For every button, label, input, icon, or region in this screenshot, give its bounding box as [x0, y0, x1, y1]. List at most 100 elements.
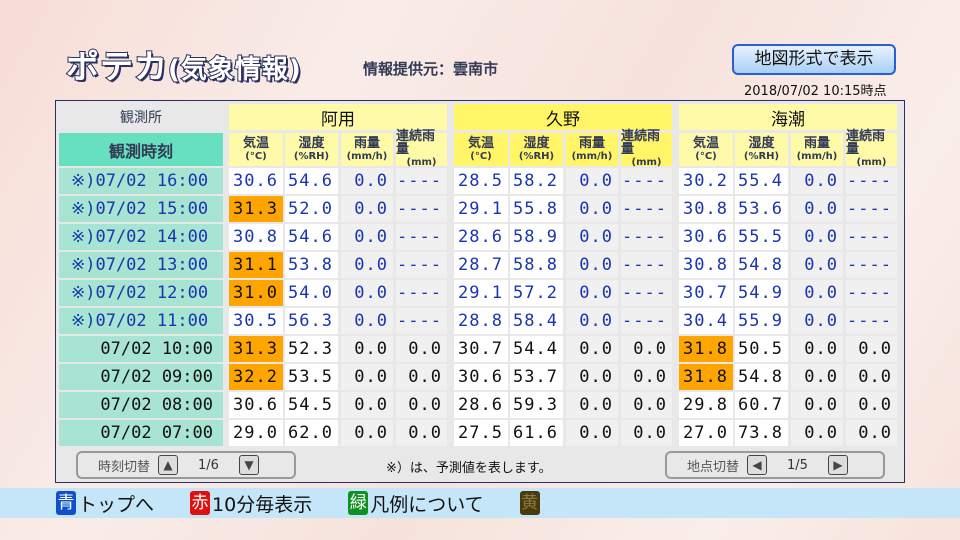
- table-cell: 29.1: [454, 196, 508, 222]
- table-cell: 0.0: [791, 308, 843, 334]
- table-cell: 73.8: [735, 420, 788, 446]
- table-cell: 57.2: [510, 280, 563, 306]
- column-unit: (%RH): [518, 150, 555, 162]
- table-cell: ----: [846, 280, 897, 306]
- column-unit: (mm/h): [346, 150, 388, 162]
- row-time: ※)07/02 15:00: [59, 196, 223, 222]
- column-name: 雨量: [353, 135, 380, 151]
- footer-item-2[interactable]: 緑凡例について: [348, 490, 484, 517]
- table-cell: 0.0: [791, 336, 843, 362]
- station-label: 観測所: [120, 110, 162, 126]
- column-header: 気温 (°C): [679, 133, 733, 166]
- column-header: 雨量 (mm/h): [566, 133, 618, 166]
- footer-item-1[interactable]: 赤 10分毎表示: [190, 490, 312, 517]
- column-name: 雨量: [803, 135, 830, 151]
- table-cell: 29.1: [454, 280, 508, 306]
- row-time: ※)07/02 14:00: [59, 224, 223, 250]
- footer-bar: 青トップへ 赤 10分毎表示 緑凡例について 黄: [0, 488, 960, 518]
- table-cell: 0.0: [341, 308, 393, 334]
- footer-item-3[interactable]: 黄: [519, 491, 542, 515]
- table-cell: 0.0: [566, 392, 618, 418]
- table-cell: 58.8: [510, 252, 563, 278]
- row-time: ※)07/02 13:00: [59, 252, 223, 278]
- table-cell: ----: [621, 308, 672, 334]
- color-key-icon: 赤: [190, 491, 211, 515]
- table-cell: 30.8: [679, 196, 733, 222]
- row-time: ※)07/02 11:00: [59, 308, 223, 334]
- table-cell: ----: [621, 252, 672, 278]
- table-cell: 54.8: [735, 364, 788, 390]
- table-cell: 0.0: [341, 224, 393, 250]
- column-unit: (mm): [631, 157, 662, 168]
- table-cell: 0.0: [341, 168, 393, 194]
- column-header: 湿度 (%RH): [510, 133, 563, 166]
- column-header: 連続雨量 (mm): [621, 129, 672, 168]
- table-cell: 52.0: [285, 196, 338, 222]
- column-name: 気温: [692, 135, 719, 151]
- table-cell: 0.0: [396, 336, 447, 362]
- column-header: 雨量 (mm/h): [791, 133, 843, 166]
- column-name: 連続雨量: [396, 129, 436, 157]
- column-unit: (mm/h): [571, 150, 613, 162]
- station-header: 久野: [454, 104, 672, 130]
- row-time: ※)07/02 16:00: [59, 168, 223, 194]
- table-cell: 0.0: [791, 280, 843, 306]
- table-cell: 0.0: [566, 280, 618, 306]
- color-key-icon: 黄: [519, 491, 540, 515]
- table-cell: 55.9: [735, 308, 788, 334]
- table-cell: 55.5: [735, 224, 788, 250]
- column-unit: (%RH): [743, 150, 780, 162]
- table-cell: 53.7: [510, 364, 563, 390]
- column-name: 連続雨量: [846, 129, 886, 157]
- table-cell: 0.0: [791, 196, 843, 222]
- column-header: 雨量 (mm/h): [341, 133, 393, 166]
- table-cell: 0.0: [566, 308, 618, 334]
- table-cell: 50.5: [735, 336, 788, 362]
- table-cell: 30.5: [229, 308, 283, 334]
- table-cell: 29.8: [679, 392, 733, 418]
- table-cell: 0.0: [621, 392, 672, 418]
- down-arrow-icon[interactable]: ▼: [238, 455, 259, 475]
- table-cell: 53.8: [285, 252, 338, 278]
- table-cell: 0.0: [621, 364, 672, 390]
- column-name: 湿度: [748, 135, 775, 151]
- weather-table: 観測所 観測時刻 時刻切替 ▲ 1/6 ▼ ※）は、予測値を表します。 地点切替…: [55, 100, 905, 483]
- right-arrow-icon[interactable]: ▶: [827, 455, 848, 475]
- row-time: ※)07/02 12:00: [59, 280, 223, 306]
- table-cell: 30.7: [679, 280, 733, 306]
- table-cell: ----: [846, 168, 897, 194]
- table-cell: 30.6: [229, 392, 283, 418]
- table-cell: 0.0: [341, 364, 393, 390]
- map-view-button[interactable]: 地図形式で表示: [732, 44, 896, 75]
- app-title: ポテカ(気象情報): [65, 40, 302, 88]
- left-arrow-icon[interactable]: ◀: [747, 455, 768, 475]
- footer-label: 10分毎表示: [212, 493, 313, 516]
- table-cell: 0.0: [846, 420, 897, 446]
- column-header: 連続雨量 (mm): [846, 129, 897, 168]
- table-cell: 61.6: [510, 420, 563, 446]
- table-cell: 28.7: [454, 252, 508, 278]
- table-cell: 30.7: [454, 336, 508, 362]
- table-cell: 0.0: [341, 196, 393, 222]
- table-cell: 30.2: [679, 168, 733, 194]
- up-arrow-icon[interactable]: ▲: [158, 455, 179, 475]
- column-name: 湿度: [298, 135, 325, 151]
- table-cell: 0.0: [396, 392, 447, 418]
- table-cell: 53.5: [285, 364, 338, 390]
- table-cell: ----: [846, 308, 897, 334]
- table-cell: 0.0: [846, 336, 897, 362]
- table-cell: 31.8: [679, 336, 733, 362]
- table-cell: 58.2: [510, 168, 563, 194]
- column-name: 連続雨量: [621, 129, 661, 157]
- table-cell: ----: [396, 252, 447, 278]
- column-unit: (%RH): [293, 150, 330, 162]
- table-cell: 0.0: [341, 280, 393, 306]
- table-cell: 0.0: [621, 420, 672, 446]
- table-cell: 0.0: [846, 364, 897, 390]
- station-switch: 地点切替 ◀ 1/5 ▶: [665, 451, 885, 479]
- footer-item-0[interactable]: 青トップへ: [56, 490, 154, 517]
- row-time: 07/02 09:00: [59, 364, 223, 390]
- table-cell: 56.3: [285, 308, 338, 334]
- time-page: 1/6: [198, 457, 219, 473]
- station-header: 阿用: [229, 104, 447, 130]
